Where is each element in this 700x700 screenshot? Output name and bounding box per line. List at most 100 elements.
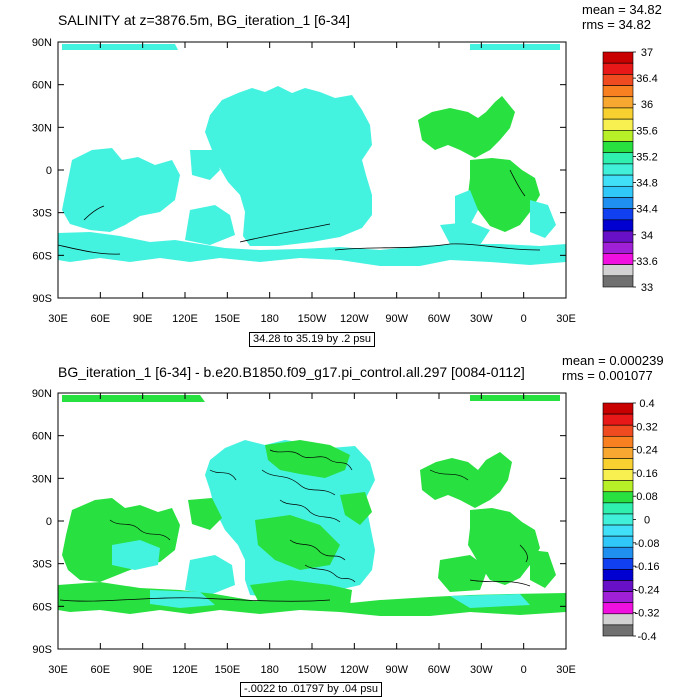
arctic-strip-west: [62, 44, 178, 50]
indian-east-patch: [190, 150, 220, 180]
colorbar-label: 33: [641, 282, 653, 294]
x-tick-label: 120E: [172, 313, 198, 325]
x-tick-label: 0: [521, 664, 527, 676]
x-tick-label: 30E: [556, 664, 576, 676]
colorbar-swatch: [602, 558, 634, 570]
x-tick-label: 90E: [133, 313, 153, 325]
indian-cyan-patch: [112, 540, 160, 570]
arctic-strip-east: [470, 395, 560, 401]
colorbar-swatch: [602, 275, 634, 288]
contour-line: [59, 597, 331, 602]
colorbar-label: 0.24: [636, 445, 657, 457]
x-tick-label: 60W: [428, 313, 451, 325]
contour-line: [261, 469, 336, 496]
contour-line: [289, 539, 346, 561]
contour-line: [269, 449, 353, 471]
atlantic-green-east: [530, 550, 556, 588]
panel2-map: 30E 60E 90E 120E 150E 180 150W 120W 90W 60W 30W 0 30…: [32, 388, 576, 676]
x-tick-label: 30W: [470, 664, 493, 676]
colorbar-swatch: [602, 469, 634, 481]
colorbar-swatch: [602, 107, 634, 120]
y-tick-label: 90N: [32, 37, 52, 49]
x-tick-label: 60E: [91, 313, 111, 325]
panel1-axis-ticks: 30E 60E 90E 120E 150E 180 150W 120W 90W 60W 30W 0 30…: [32, 37, 576, 325]
colorbar-swatch: [602, 152, 634, 165]
y-tick-label: 30S: [32, 559, 52, 571]
panel1-salinity-field: [58, 44, 566, 266]
colorbar-swatch: [602, 62, 634, 75]
colorbar-swatch: [602, 118, 634, 131]
colorbar-label: 0.16: [636, 468, 657, 480]
y-tick-label: 60N: [32, 431, 52, 443]
colorbar-swatch: [602, 141, 634, 154]
atlantic-cyan-west: [455, 190, 478, 225]
colorbar-swatch: [602, 591, 634, 604]
panel2-title: BG_iteration_1 [6-34] - b.e20.B1850.f09_…: [58, 364, 525, 380]
colorbar-label: 0: [644, 515, 650, 527]
y-tick-label: 60S: [32, 250, 52, 262]
contour-line: [239, 223, 331, 243]
colorbar-swatch: [602, 447, 634, 459]
atlantic-green-west: [438, 555, 488, 592]
colorbar-swatch: [602, 613, 634, 626]
contour-line: [209, 469, 237, 481]
panel2-difference-field: [58, 395, 566, 616]
colorbar-swatch: [602, 458, 634, 470]
y-tick-label: 90N: [32, 388, 52, 400]
panel2-mean: mean = 0.000239: [562, 353, 664, 368]
contour-line: [58, 244, 121, 255]
indian-east-green: [188, 498, 222, 530]
south-atlantic-green: [468, 158, 540, 232]
contour-line: [334, 243, 541, 251]
colorbar-label: 0.32: [636, 421, 657, 433]
panel2-colorbar: 0.4 0.32 0.24 0.16 0.08 0 -0.08 -0.16 -0.24 -0.32…: [602, 398, 660, 643]
southwest-pacific-cyan: [185, 555, 235, 595]
pacific-green-east: [340, 492, 372, 525]
colorbar-swatch: [602, 491, 634, 504]
southern-ocean-band: [58, 232, 566, 266]
colorbar-swatch: [602, 546, 634, 559]
colorbar-swatch: [602, 85, 634, 98]
y-tick-label: 60N: [32, 80, 52, 92]
panel2-rms: rms = 0.001077: [562, 368, 653, 383]
colorbar-swatch: [602, 96, 634, 109]
contour-line: [519, 544, 528, 563]
y-tick-label: 0: [46, 516, 52, 528]
contour-line: [109, 519, 171, 541]
arctic-strip-west: [62, 395, 205, 402]
x-tick-label: 120W: [340, 664, 369, 676]
southern-ocean-cyan-east: [450, 594, 530, 608]
panel1-mean: mean = 34.82: [582, 2, 662, 17]
colorbar-swatch: [602, 569, 634, 581]
y-tick-label: 60S: [32, 601, 52, 613]
x-tick-label: 150E: [214, 313, 240, 325]
x-tick-label: 90W: [385, 313, 408, 325]
colorbar-swatch: [602, 402, 634, 415]
x-tick-label: 60E: [91, 664, 111, 676]
y-tick-label: 90S: [32, 644, 52, 656]
colorbar-swatch: [602, 197, 634, 209]
colorbar-swatch: [602, 241, 634, 254]
north-atlantic-green: [418, 96, 515, 158]
colorbar-swatch: [602, 602, 634, 615]
x-tick-label: 60W: [428, 664, 451, 676]
colorbar-swatch: [602, 502, 634, 515]
colorbar-label: 37: [641, 47, 653, 59]
contour-line: [83, 205, 105, 221]
colorbar-swatch: [602, 424, 634, 437]
x-tick-label: 90W: [385, 664, 408, 676]
colorbar-swatch: [602, 535, 634, 548]
panel2-contour-info: -.0022 to .01797 by .04 psu: [240, 682, 382, 697]
x-tick-label: 0: [521, 313, 527, 325]
arctic-strip-east: [470, 44, 560, 50]
colorbar-swatch: [602, 413, 634, 426]
x-tick-label: 120W: [340, 313, 369, 325]
colorbar-swatch: [602, 513, 634, 526]
x-tick-label: 180: [260, 313, 278, 325]
colorbar-label: 34.4: [636, 204, 657, 216]
colorbar-swatch: [602, 208, 634, 221]
panel1-title: SALINITY at z=3876.5m, BG_iteration_1 [6…: [58, 12, 350, 28]
panel1-contour-info: 34.28 to 35.19 by .2 psu: [249, 332, 376, 347]
panel1-map: 30E 60E 90E 120E 150E 180 150W 120W 90W 60W 30W 0 30…: [32, 37, 576, 325]
pacific-green-central: [255, 515, 340, 570]
